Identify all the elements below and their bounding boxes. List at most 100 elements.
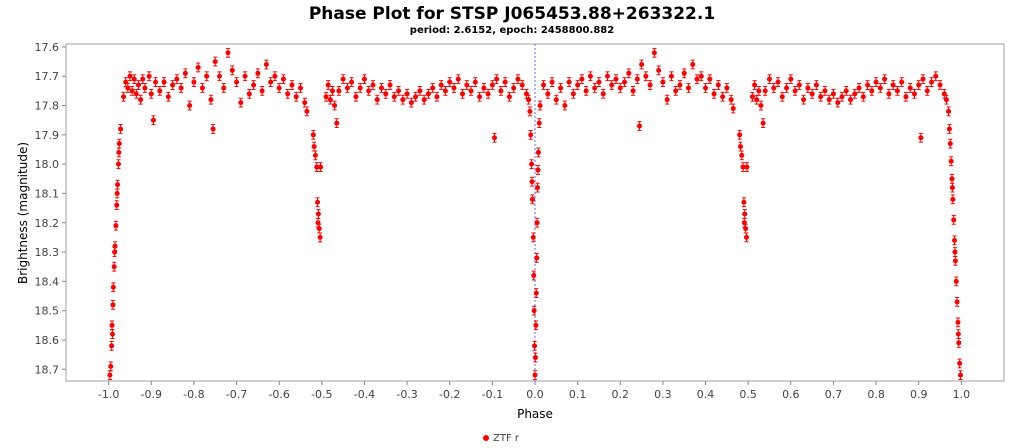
point-marker — [604, 73, 610, 79]
data-point — [813, 80, 819, 90]
point-marker — [157, 88, 163, 94]
data-point — [886, 88, 892, 99]
point-marker — [742, 211, 748, 217]
point-marker — [526, 97, 532, 103]
data-point — [537, 100, 543, 111]
point-marker — [251, 82, 257, 88]
data-point — [242, 71, 248, 82]
point-marker — [109, 322, 115, 328]
y-tick-label: 17.8 — [35, 100, 60, 113]
point-marker — [272, 73, 278, 79]
data-point — [396, 85, 402, 96]
y-tick-label: 17.7 — [35, 70, 60, 83]
point-marker — [293, 94, 299, 100]
point-marker — [541, 82, 547, 88]
point-marker — [118, 126, 124, 132]
point-marker — [310, 132, 316, 138]
point-marker — [110, 284, 116, 290]
data-point — [534, 253, 540, 263]
point-marker — [668, 73, 674, 79]
data-point — [148, 88, 154, 99]
data-point — [113, 220, 119, 231]
data-point — [636, 121, 642, 131]
data-point — [323, 91, 329, 102]
data-point — [315, 197, 321, 208]
point-marker — [956, 340, 962, 346]
data-point — [280, 74, 286, 85]
point-marker — [150, 117, 156, 123]
data-point — [873, 77, 879, 87]
data-point — [952, 247, 958, 257]
data-point — [698, 71, 704, 82]
point-marker — [570, 91, 576, 97]
data-point — [468, 85, 474, 96]
point-marker — [952, 249, 958, 255]
data-point — [438, 80, 444, 90]
point-marker — [421, 97, 427, 103]
data-point — [150, 115, 156, 126]
point-marker — [558, 85, 564, 91]
point-marker — [920, 76, 926, 82]
data-point — [434, 91, 440, 102]
point-marker — [954, 299, 960, 305]
point-marker — [609, 82, 615, 88]
data-point — [312, 150, 318, 161]
data-point — [304, 106, 310, 117]
y-tick-label: 18.1 — [35, 187, 60, 200]
point-marker — [537, 103, 543, 109]
data-point — [455, 74, 461, 85]
point-marker — [741, 199, 747, 205]
data-point — [111, 261, 117, 272]
point-marker — [779, 94, 785, 100]
point-marker — [170, 82, 176, 88]
point-marker — [869, 88, 875, 94]
point-marker — [314, 164, 320, 170]
point-marker — [108, 363, 114, 369]
data-point — [387, 80, 393, 90]
point-marker — [730, 105, 736, 111]
y-tick-label: 18.2 — [35, 217, 60, 230]
data-point — [110, 282, 116, 293]
point-marker — [129, 88, 135, 94]
data-point — [494, 74, 500, 85]
point-marker — [472, 79, 478, 85]
data-point — [848, 94, 854, 105]
data-point — [246, 88, 252, 99]
data-point — [531, 270, 537, 281]
chart-title: Phase Plot for STSP J065453.88+263322.1 — [308, 4, 716, 24]
data-point — [532, 340, 538, 351]
point-marker — [626, 70, 632, 76]
x-tick-label: -0.7 — [226, 388, 247, 401]
point-marker — [109, 343, 115, 349]
data-point — [545, 88, 551, 99]
data-point — [622, 77, 628, 87]
point-marker — [651, 50, 657, 56]
point-marker — [498, 88, 504, 94]
point-marker — [276, 85, 282, 91]
y-tick-label: 18.6 — [35, 334, 60, 347]
point-marker — [918, 135, 924, 141]
point-marker — [329, 88, 335, 94]
point-marker — [788, 76, 794, 82]
data-point — [531, 305, 537, 316]
point-marker — [127, 73, 133, 79]
data-point — [357, 83, 363, 93]
point-marker — [622, 79, 628, 85]
data-point — [760, 118, 766, 129]
point-marker — [865, 82, 871, 88]
data-point — [153, 77, 159, 87]
data-point — [899, 77, 905, 87]
data-point — [771, 83, 777, 93]
data-point — [477, 91, 483, 102]
point-marker — [533, 290, 539, 296]
point-marker — [801, 97, 807, 103]
point-marker — [545, 91, 551, 97]
data-point — [754, 94, 760, 105]
data-point — [533, 320, 539, 331]
data-point — [204, 71, 210, 82]
data-point — [293, 91, 299, 102]
point-marker — [809, 91, 815, 97]
data-point — [114, 188, 120, 199]
data-point — [575, 80, 581, 90]
